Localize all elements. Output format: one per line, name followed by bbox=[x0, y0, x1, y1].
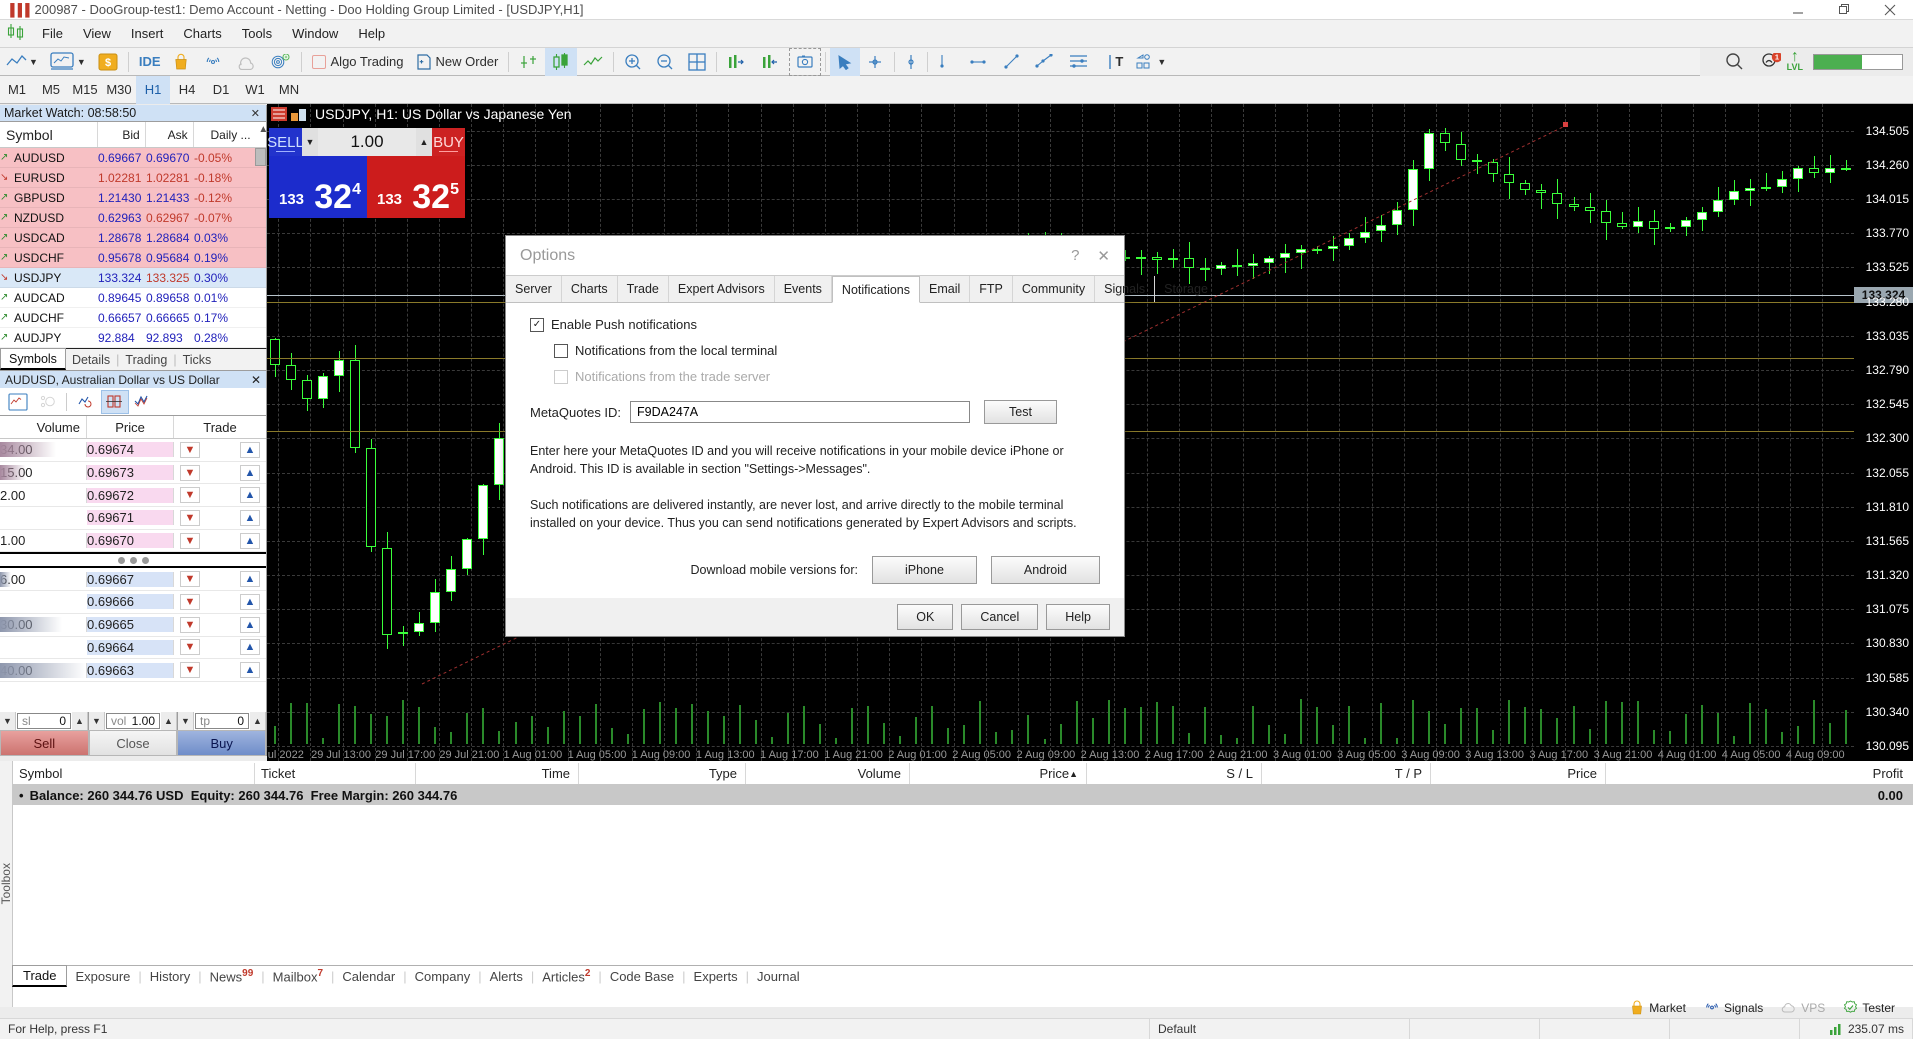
svg-text:1: 1 bbox=[1775, 53, 1779, 62]
svg-text:$: $ bbox=[105, 57, 111, 69]
